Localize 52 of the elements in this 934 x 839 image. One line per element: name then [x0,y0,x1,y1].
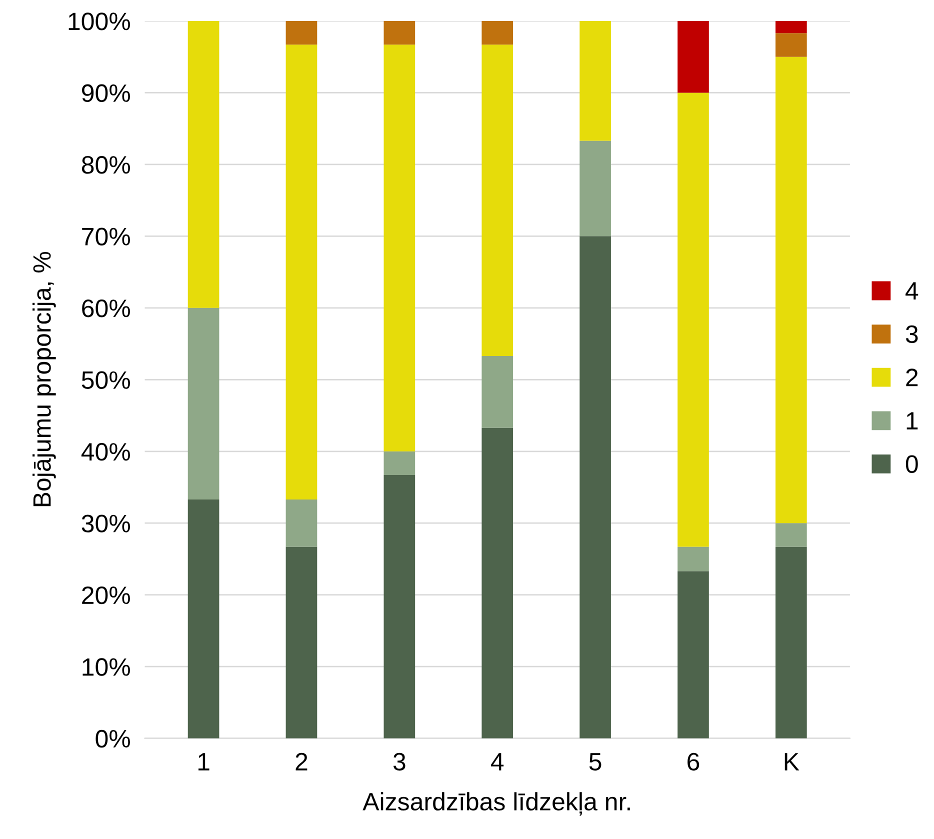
bar [188,20,220,308]
bar [384,44,416,452]
bar [678,546,709,572]
y-tick-label: 50% [82,371,130,389]
bar [188,499,220,738]
legend-label: 1 [906,412,918,430]
x-tick-label: 4 [490,753,504,770]
legend-label: 0 [906,455,918,473]
y-tick-label: 40% [81,442,130,461]
bar [286,546,318,738]
bar [580,20,611,141]
bar [384,451,416,476]
bar [384,475,416,738]
legend-label: 4 [906,282,918,300]
bar [482,20,514,45]
y-tick-label: 10% [82,658,130,676]
bar [580,140,611,236]
bar [286,499,318,547]
x-tick-label: 3 [393,752,406,771]
bar [776,56,807,524]
bar [482,356,514,428]
bar [482,428,514,738]
y-tick-label: 30% [82,514,130,532]
y-tick-label: 90% [82,84,130,102]
bar [188,308,220,500]
y-tick-label: 100% [68,12,130,30]
bar [678,571,709,738]
y-tick-label: 20% [82,586,130,604]
legend-label: 2 [906,368,918,386]
x-tick-label: 1 [198,753,210,770]
y-axis-title: Bojājumu proporcija, % [32,252,56,506]
bar [776,523,807,547]
y-tick-label: 80% [82,156,130,174]
bar [776,546,807,738]
bar [678,92,709,547]
x-tick-label: 2 [296,752,308,770]
bar [776,33,807,57]
y-tick-label: 0% [96,730,130,748]
x-axis-title: Aizsardzības līdzekļa nr. [362,792,630,816]
x-tick-label: 5 [589,753,602,771]
x-tick-label: 6 [688,752,700,771]
bar [286,20,318,45]
bar [580,236,611,738]
y-tick-label: 70% [82,228,130,246]
bar [482,44,514,356]
bar [678,20,709,93]
x-tick-label: K [784,753,800,770]
bar [776,20,807,34]
legend-label: 3 [906,325,918,344]
bar [286,44,318,500]
y-tick-label: 60% [82,300,130,318]
bar [384,20,416,45]
